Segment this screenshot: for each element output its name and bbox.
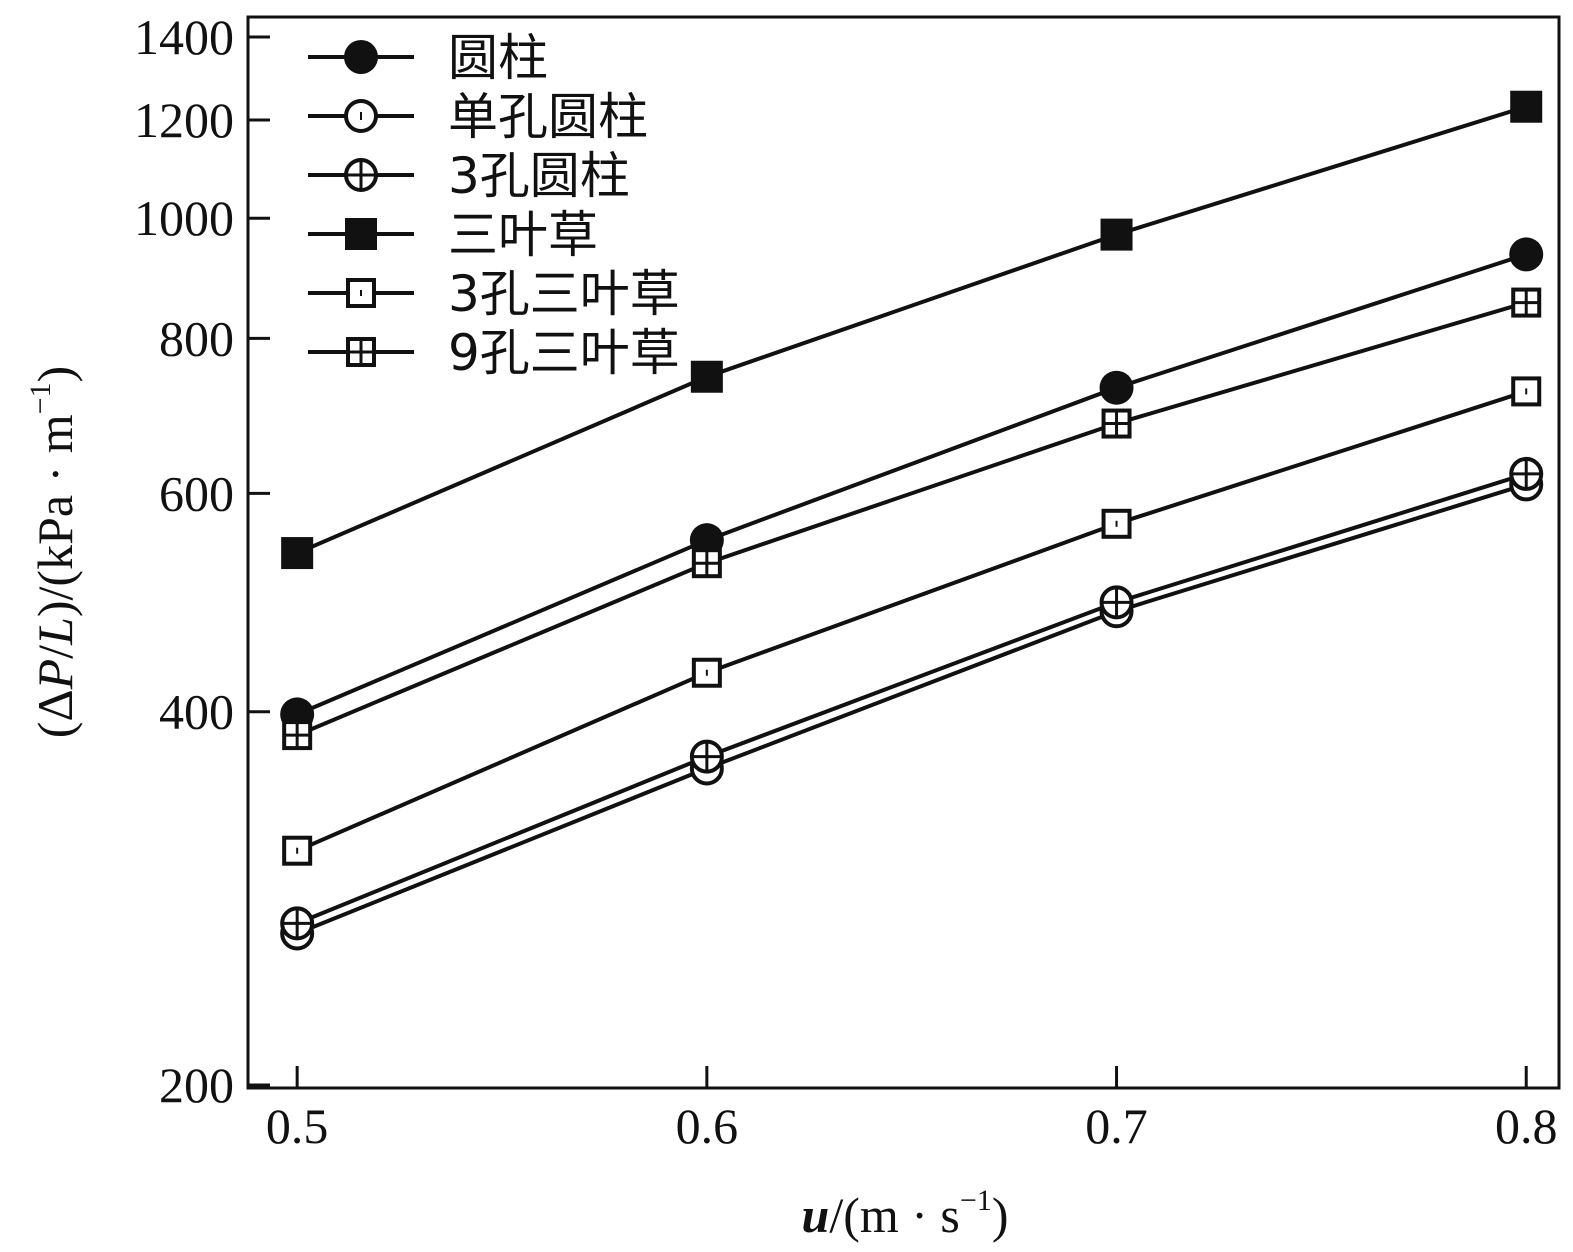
series-line-6 <box>296 300 1527 737</box>
data-point-s3-p2 <box>689 739 724 774</box>
x-tick-label: 0.7 <box>1085 1098 1148 1154</box>
x-axis-title: u/(m · s−1) <box>802 1184 1009 1243</box>
series-line-4 <box>296 104 1527 555</box>
y-axis-var-l: L <box>27 617 83 646</box>
series-line-3 <box>296 471 1527 926</box>
data-point-s3-p4 <box>1509 456 1544 491</box>
data-point-s5-p2 <box>691 657 722 688</box>
plot-frame <box>246 15 1561 1090</box>
legend-label-3: 3孔圆柱 <box>448 147 630 205</box>
y-axis: 200 400 600 800 1000 1200 1400 <box>134 9 270 1113</box>
data-point-s4-p2 <box>690 360 723 393</box>
legend-label-6: 9孔三叶草 <box>448 324 680 382</box>
data-point-s3-p3 <box>1099 585 1134 620</box>
series-layer <box>280 90 1544 951</box>
y-tick-label: 400 <box>159 684 234 740</box>
data-point-s6-p2 <box>691 548 722 579</box>
y-axis-title: (ΔP/L)/(kPa · m−1) <box>24 366 83 738</box>
y-axis-close: ) <box>27 366 83 383</box>
legend-marker-5 <box>346 278 376 308</box>
legend-label-5: 3孔三叶草 <box>448 265 680 323</box>
data-point-s1-p3 <box>1099 370 1134 405</box>
y-tick-label: 600 <box>159 465 234 521</box>
y-tick-label: 1000 <box>134 190 234 246</box>
x-tick-label: 0.6 <box>676 1098 739 1154</box>
x-tick-label: 0.5 <box>266 1098 329 1154</box>
legend-marker-6 <box>346 337 376 367</box>
series-line-2 <box>296 482 1527 936</box>
data-point-s3-p1 <box>280 906 315 941</box>
y-axis-exponent: −1 <box>24 382 57 414</box>
x-axis-close: ) <box>992 1187 1009 1243</box>
y-tick-label: 1200 <box>134 92 234 148</box>
y-axis-unit: )/(kPa · m <box>27 414 83 617</box>
series-line-5 <box>296 389 1527 853</box>
y-axis-var-p: P <box>27 659 83 691</box>
data-point-s5-p1 <box>282 835 313 866</box>
y-tick-label: 200 <box>159 1057 234 1113</box>
legend-label-1: 圆柱 <box>448 29 548 87</box>
y-axis-open: (Δ <box>27 689 83 738</box>
x-tick-label: 0.8 <box>1495 1098 1558 1154</box>
data-point-s4-p1 <box>281 537 314 570</box>
legend-marker-3 <box>344 158 378 192</box>
legend-marker-2 <box>344 99 378 133</box>
data-point-s4-p3 <box>1100 218 1133 251</box>
legend-label-2: 单孔圆柱 <box>448 88 648 146</box>
legend-marker-4 <box>345 218 377 250</box>
y-tick-label: 1400 <box>134 9 234 65</box>
legend-label-4: 三叶草 <box>448 206 598 264</box>
y-tick-label: 800 <box>159 310 234 366</box>
y-axis-slash: / <box>27 645 83 659</box>
x-axis: 0.5 0.6 0.7 0.8 <box>266 1066 1558 1154</box>
data-point-s1-p4 <box>1509 237 1544 272</box>
x-axis-variable: u <box>802 1187 830 1243</box>
data-point-s6-p4 <box>1511 287 1542 318</box>
x-axis-unit: /(m · s <box>829 1187 960 1243</box>
data-point-s6-p1 <box>282 720 313 751</box>
legend-marker-1 <box>344 40 378 74</box>
data-point-s4-p4 <box>1510 90 1543 123</box>
data-point-s5-p3 <box>1101 508 1132 539</box>
data-point-s6-p3 <box>1101 408 1132 439</box>
series-line-1 <box>296 252 1527 717</box>
x-axis-exponent: −1 <box>960 1184 992 1217</box>
data-point-s5-p4 <box>1511 376 1542 407</box>
